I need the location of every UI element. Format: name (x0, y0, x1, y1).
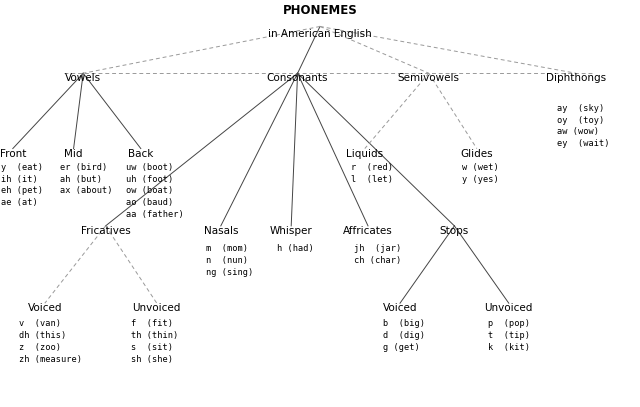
Text: r  (red)
l  (let): r (red) l (let) (351, 163, 393, 184)
Text: Nasals: Nasals (204, 226, 238, 236)
Text: w (wet)
y (yes): w (wet) y (yes) (462, 163, 499, 184)
Text: Liquids: Liquids (346, 149, 383, 159)
Text: Mid: Mid (65, 149, 83, 159)
Text: b  (big)
d  (dig)
g (get): b (big) d (dig) g (get) (383, 319, 425, 352)
Text: y  (eat)
ih (it)
eh (pet)
ae (at): y (eat) ih (it) eh (pet) ae (at) (1, 163, 44, 207)
Text: Unvoiced: Unvoiced (132, 303, 181, 313)
Text: v  (van)
dh (this)
z  (zoo)
zh (measure): v (van) dh (this) z (zoo) zh (measure) (19, 319, 82, 364)
Text: Voiced: Voiced (28, 303, 62, 313)
Text: Diphthongs: Diphthongs (546, 73, 606, 83)
Text: in American English: in American English (268, 29, 372, 39)
Text: p  (pop)
t  (tip)
k  (kit): p (pop) t (tip) k (kit) (488, 319, 530, 352)
Text: h (had): h (had) (277, 244, 314, 253)
Text: Glides: Glides (461, 149, 493, 159)
Text: Front: Front (0, 149, 26, 159)
Text: Back: Back (128, 149, 154, 159)
Text: uw (boot)
uh (foot)
ow (boat)
ao (baud)
aa (father): uw (boot) uh (foot) ow (boat) ao (baud) … (126, 163, 184, 219)
Text: Consonants: Consonants (267, 73, 328, 83)
Text: Stops: Stops (440, 226, 469, 236)
Text: Whisper: Whisper (270, 226, 312, 236)
Text: ay  (sky)
oy  (toy)
aw (wow)
ey  (wait): ay (sky) oy (toy) aw (wow) ey (wait) (557, 104, 609, 148)
Text: Fricatives: Fricatives (81, 226, 131, 236)
Text: f  (fit)
th (thin)
s  (sit)
sh (she): f (fit) th (thin) s (sit) sh (she) (131, 319, 179, 364)
Text: PHONEMES: PHONEMES (283, 4, 357, 17)
Text: Vowels: Vowels (65, 73, 101, 83)
Text: jh  (jar)
ch (char): jh (jar) ch (char) (354, 244, 401, 265)
Text: Semivowels: Semivowels (398, 73, 460, 83)
Text: Affricates: Affricates (343, 226, 393, 236)
Text: Voiced: Voiced (383, 303, 417, 313)
Text: Unvoiced: Unvoiced (484, 303, 533, 313)
Text: er (bird)
ah (but)
ax (about): er (bird) ah (but) ax (about) (60, 163, 113, 195)
Text: m  (mom)
n  (nun)
ng (sing): m (mom) n (nun) ng (sing) (206, 244, 253, 277)
